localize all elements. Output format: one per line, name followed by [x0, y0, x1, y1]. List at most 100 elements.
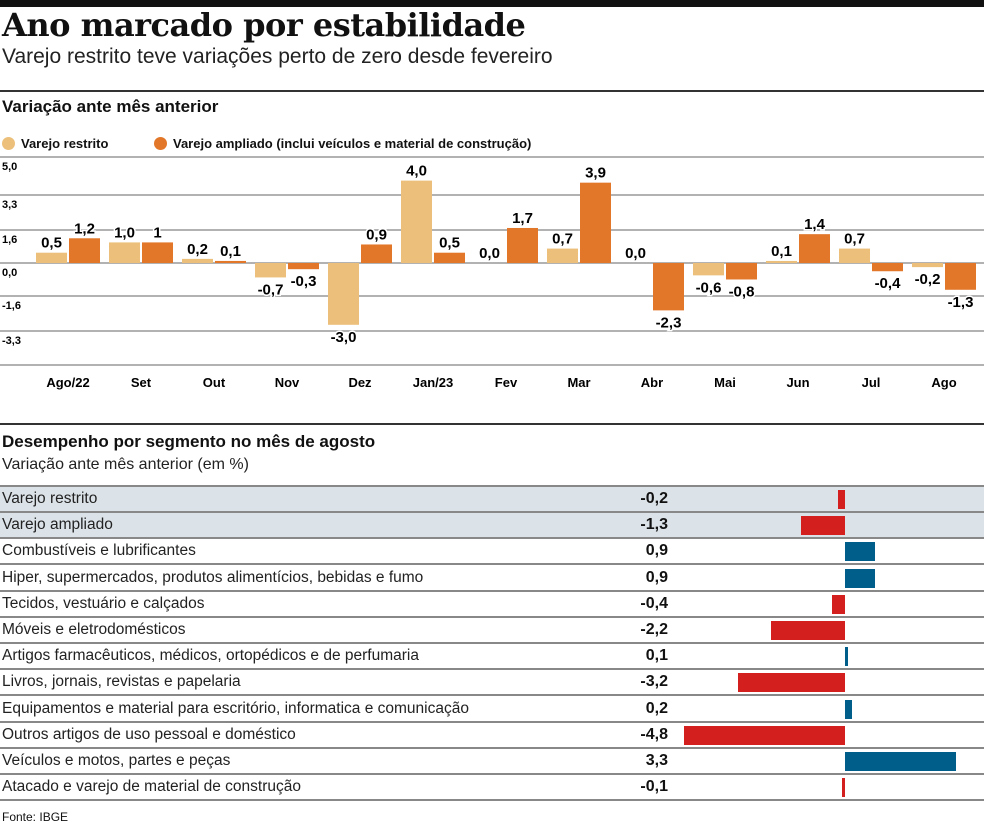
segment-value: 0,1	[645, 647, 668, 665]
table-row: Varejo ampliado -1,3	[0, 513, 984, 540]
segment-bar	[838, 490, 845, 509]
data-label: 0,5	[41, 235, 62, 252]
y-tick-label: -3,3	[2, 335, 21, 347]
bar-ampliado	[872, 263, 903, 272]
monthly-bar-chart: 5,0 3,3 1,6 0,0 -1,6 -3,3 0,5 1,2 Ago/22 1,0 1 Set 0…	[0, 156, 984, 390]
bar-ampliado	[69, 238, 100, 263]
data-label: -2,3	[656, 314, 682, 331]
segment-bar	[841, 778, 845, 798]
segment-label: Artigos farmacêuticos, médicos, ortopédi…	[2, 647, 419, 665]
bar-ampliado	[215, 260, 246, 263]
data-label: -0,4	[875, 275, 902, 292]
bar-ampliado	[799, 234, 830, 263]
table-row: Combustíveis e lubrificantes 0,9	[0, 539, 984, 566]
segment-bar	[845, 699, 852, 719]
chart2-title: Desempenho por segmento no mês de agosto	[2, 432, 376, 451]
bar-ampliado	[142, 242, 173, 263]
bar-ampliado	[580, 182, 611, 263]
data-label: 4,0	[406, 163, 427, 180]
bar-restrito	[693, 263, 724, 276]
segment-label: Varejo restrito	[2, 490, 98, 507]
chart2-subtitle: Variação ante mês anterior (em %)	[2, 456, 249, 473]
bar-ampliado	[945, 263, 976, 290]
source-note: Fonte: IBGE	[2, 810, 69, 824]
y-tick-label: -1,6	[2, 300, 21, 312]
segment-value: -0,2	[640, 490, 668, 507]
bar-restrito	[401, 180, 432, 263]
bar-restrito	[36, 252, 67, 263]
bar-ampliado	[726, 263, 757, 280]
bar-restrito	[182, 258, 213, 263]
legend-dot-icon	[154, 137, 167, 150]
segment-bar	[737, 673, 845, 693]
segment-label: Outros artigos de uso pessoal e doméstic…	[2, 725, 296, 743]
data-label: 1,2	[74, 220, 95, 237]
data-label: 3,9	[585, 165, 606, 182]
data-label: 0,0	[479, 245, 500, 262]
x-tick-label: Set	[131, 375, 152, 390]
segment-bar	[845, 542, 876, 562]
data-label: 0,7	[844, 231, 865, 248]
x-tick-label: Abr	[641, 375, 663, 390]
segment-value: 0,2	[645, 699, 668, 717]
bar-ampliado	[288, 263, 319, 270]
segment-bar	[801, 516, 845, 536]
data-label: 0,1	[220, 243, 241, 260]
x-tick-label: Fev	[495, 375, 518, 390]
table-row: Outros artigos de uso pessoal e doméstic…	[0, 723, 984, 749]
data-label: 0,0	[625, 245, 646, 262]
bar-ampliado	[653, 263, 684, 311]
table-row: Móveis e eletrodomésticos -2,2	[0, 618, 984, 644]
x-tick-label: Jun	[786, 375, 809, 390]
data-label: -0,2	[915, 271, 941, 288]
legend-restrito: Varejo restrito	[2, 136, 108, 151]
segment-value: -0,1	[640, 778, 668, 796]
segment-label: Varejo ampliado	[2, 516, 113, 534]
data-label: -3,0	[331, 329, 357, 346]
data-label: -0,7	[258, 281, 284, 298]
data-label: 0,5	[439, 235, 460, 252]
data-label: 1	[153, 224, 161, 241]
segment-label: Atacado e varejo de material de construç…	[2, 778, 301, 796]
segment-label: Combustíveis e lubrificantes	[2, 542, 196, 560]
segment-label: Livros, jornais, revistas e papelaria	[2, 673, 241, 691]
segment-label: Tecidos, vestuário e calçados	[2, 594, 205, 612]
legend-label: Varejo restrito	[21, 136, 109, 151]
x-tick-label: Mar	[567, 375, 590, 390]
segment-bar	[845, 752, 956, 771]
segment-label: Veículos e motos, partes e peças	[2, 752, 231, 769]
segment-bar	[845, 647, 849, 667]
y-tick-label: 5,0	[2, 161, 17, 173]
data-label: 1,7	[512, 210, 533, 227]
x-tick-label: Ago/22	[46, 375, 89, 390]
data-label: -1,3	[948, 294, 974, 311]
segment-label: Equipamentos e material para escritório,…	[2, 699, 469, 717]
bar-restrito	[255, 263, 286, 278]
segment-value: 3,3	[645, 752, 668, 769]
bar-ampliado	[361, 244, 392, 263]
segment-bar	[845, 568, 876, 588]
data-label: 1,0	[114, 224, 135, 241]
data-label: -0,3	[291, 273, 317, 290]
table-row: Veículos e motos, partes e peças 3,3	[0, 749, 984, 775]
segment-value: -3,2	[640, 673, 668, 691]
segment-label: Hiper, supermercados, produtos alimentíc…	[2, 568, 424, 586]
x-tick-label: Mai	[714, 375, 736, 390]
bar-ampliado	[507, 227, 538, 263]
segment-value: -1,3	[640, 516, 668, 534]
data-label: 0,1	[771, 243, 792, 260]
data-label: 0,7	[552, 231, 573, 248]
data-label: -0,8	[729, 283, 755, 300]
chart1-title: Variação ante mês anterior	[2, 97, 219, 116]
table-row: Hiper, supermercados, produtos alimentíc…	[0, 566, 984, 592]
segment-value: 0,9	[645, 568, 668, 586]
segment-label: Móveis e eletrodomésticos	[2, 621, 186, 638]
bar-restrito	[766, 260, 797, 263]
x-tick-label: Nov	[275, 375, 300, 390]
data-label: 0,2	[187, 241, 208, 258]
segment-value: -0,4	[640, 594, 668, 612]
segment-value: 0,9	[645, 542, 668, 560]
x-tick-label: Ago	[931, 375, 956, 390]
x-tick-label: Jul	[862, 375, 881, 390]
bar-restrito	[109, 242, 140, 263]
